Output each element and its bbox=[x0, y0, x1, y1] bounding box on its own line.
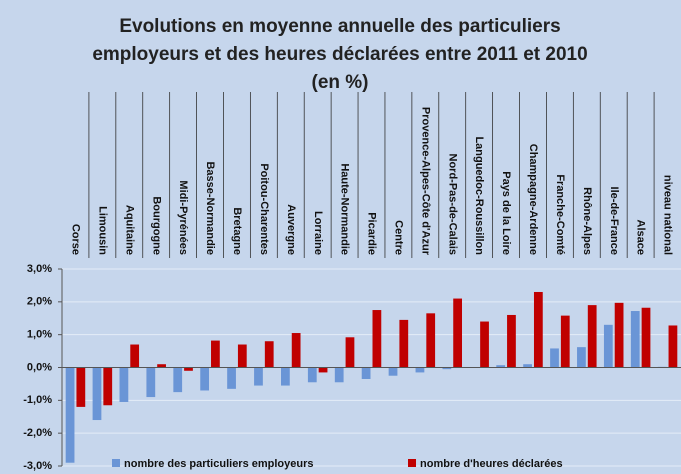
bar bbox=[480, 321, 489, 368]
bar bbox=[92, 367, 102, 421]
x-tick-label: Ile-de-France bbox=[608, 187, 620, 255]
bar bbox=[442, 367, 452, 370]
legend-swatch bbox=[112, 459, 120, 467]
bar bbox=[550, 348, 559, 368]
bar bbox=[291, 333, 301, 368]
x-tick-label: Picardie bbox=[366, 212, 378, 255]
x-tick-label: Poitou-Charentes bbox=[258, 163, 270, 255]
x-tick-label: Franche-Comté bbox=[554, 174, 566, 255]
legend-label: nombre d'heures déclarées bbox=[420, 458, 563, 470]
bar bbox=[318, 367, 328, 373]
bar bbox=[630, 311, 640, 368]
legend-label: nombre des particuliers employeurs bbox=[124, 458, 314, 470]
x-tick-label: Aquitaine bbox=[123, 205, 135, 255]
x-tick-label: Bretagne bbox=[231, 207, 243, 255]
y-tick-label: -3,0% bbox=[23, 460, 52, 472]
x-tick-label: Alsace bbox=[635, 220, 647, 255]
bar bbox=[307, 367, 317, 383]
bar bbox=[157, 364, 166, 368]
x-tick-label: Languedoc-Roussillon bbox=[473, 136, 485, 255]
bar bbox=[399, 319, 409, 368]
bar bbox=[211, 340, 220, 368]
bar bbox=[254, 367, 263, 386]
bar bbox=[641, 307, 651, 368]
x-tick-label: Haute-Normandie bbox=[339, 163, 351, 255]
y-tick-label: -1,0% bbox=[23, 394, 52, 406]
x-tick-label: Lorraine bbox=[312, 211, 324, 255]
x-tick-label: Corse bbox=[70, 224, 82, 255]
bar bbox=[184, 367, 193, 371]
x-tick-label: Auvergne bbox=[285, 204, 297, 255]
bar bbox=[523, 364, 532, 368]
bar bbox=[173, 367, 183, 393]
x-tick-label: Rhône-Alpes bbox=[581, 187, 593, 255]
bar bbox=[603, 324, 613, 368]
bar bbox=[280, 367, 290, 386]
y-tick-label: 0,0% bbox=[27, 361, 52, 373]
bar bbox=[119, 367, 129, 402]
bar bbox=[577, 347, 586, 368]
chart-title: employeurs et des heures déclarées entre… bbox=[92, 44, 587, 65]
bar bbox=[103, 367, 113, 406]
x-tick-label: Basse-Normandie bbox=[204, 161, 216, 255]
legend-swatch bbox=[408, 459, 416, 467]
bar bbox=[453, 298, 463, 368]
y-tick-label: -2,0% bbox=[23, 427, 52, 439]
y-tick-label: 2,0% bbox=[27, 296, 52, 308]
y-tick-label: 3,0% bbox=[27, 263, 52, 275]
bar bbox=[372, 310, 382, 368]
bar bbox=[237, 344, 247, 368]
bar bbox=[361, 367, 371, 379]
y-tick-label: 1,0% bbox=[27, 329, 52, 341]
bar bbox=[345, 337, 355, 368]
chart-title: (en %) bbox=[312, 72, 369, 93]
bar bbox=[496, 365, 506, 368]
x-tick-label: Limousin bbox=[96, 206, 108, 255]
x-tick-label: Champagne-Ardenne bbox=[527, 144, 539, 255]
x-tick-label: niveau national bbox=[662, 175, 674, 255]
x-tick-label: Centre bbox=[393, 220, 405, 255]
x-tick-label: Midi-Pyrénées bbox=[177, 180, 189, 255]
bar bbox=[587, 305, 597, 368]
bar bbox=[146, 367, 156, 398]
bar bbox=[65, 367, 75, 463]
bar bbox=[507, 314, 516, 368]
bar bbox=[334, 367, 344, 383]
bar bbox=[130, 344, 140, 368]
x-tick-label: Pays de la Loire bbox=[500, 171, 512, 255]
bar bbox=[533, 291, 543, 368]
chart-title: Evolutions en moyenne annuelle des parti… bbox=[119, 16, 560, 37]
bar bbox=[415, 367, 425, 373]
bar bbox=[200, 367, 210, 391]
bar bbox=[668, 325, 678, 368]
bar bbox=[264, 341, 274, 368]
bar bbox=[76, 367, 86, 407]
bar bbox=[560, 315, 570, 368]
bar bbox=[426, 313, 436, 368]
x-tick-label: Provence-Alpes-Côte d'Azur bbox=[419, 107, 431, 256]
bar bbox=[614, 302, 624, 368]
bar bbox=[388, 367, 398, 376]
x-tick-label: Bourgogne bbox=[150, 196, 162, 255]
bar bbox=[227, 367, 236, 389]
x-tick-label: Nord-Pas-de-Calais bbox=[446, 154, 458, 255]
